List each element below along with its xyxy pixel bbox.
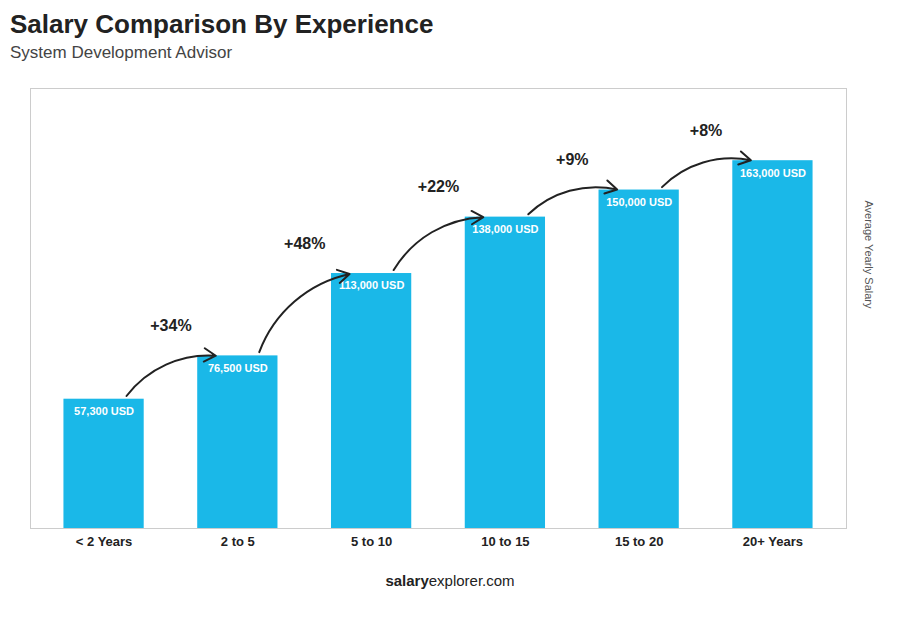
- html-text:salary explorer.com: salary explorer.com: [385, 572, 515, 589]
- svg-text:113,000 USD: 113,000 USD: [339, 279, 404, 291]
- svg-text:10 to 15: 10 to 15: [481, 534, 529, 549]
- html-text:System Development Advisor: System Development Advisor: [10, 43, 232, 62]
- svg-text:76,500 USD: 76,500 USD: [208, 362, 268, 374]
- html-text:Salary Comparison By Experienc: Salary Comparison By Experience: [10, 9, 434, 39]
- svg-text:+22%: +22%: [418, 178, 459, 195]
- svg-text:138,000 USD: 138,000 USD: [472, 223, 538, 235]
- svg-text:15 to 20: 15 to 20: [615, 534, 663, 549]
- svg-text:+48%: +48%: [284, 235, 325, 252]
- svg-text:57,300 USD: 57,300 USD: [74, 405, 134, 417]
- svg-text:+34%: +34%: [150, 317, 191, 334]
- svg-text:Average Yearly Salary: Average Yearly Salary: [863, 200, 875, 309]
- svg-text:2 to 5: 2 to 5: [221, 534, 255, 549]
- svg-text:150,000 USD: 150,000 USD: [606, 196, 672, 208]
- svg-text:< 2 Years: < 2 Years: [76, 534, 133, 549]
- svg-text:20+ Years: 20+ Years: [743, 534, 803, 549]
- svg-text:5 to 10: 5 to 10: [351, 534, 392, 549]
- svg-text:+9%: +9%: [556, 151, 588, 168]
- svg-text:+8%: +8%: [690, 122, 722, 139]
- svg-text:163,000 USD: 163,000 USD: [740, 167, 806, 179]
